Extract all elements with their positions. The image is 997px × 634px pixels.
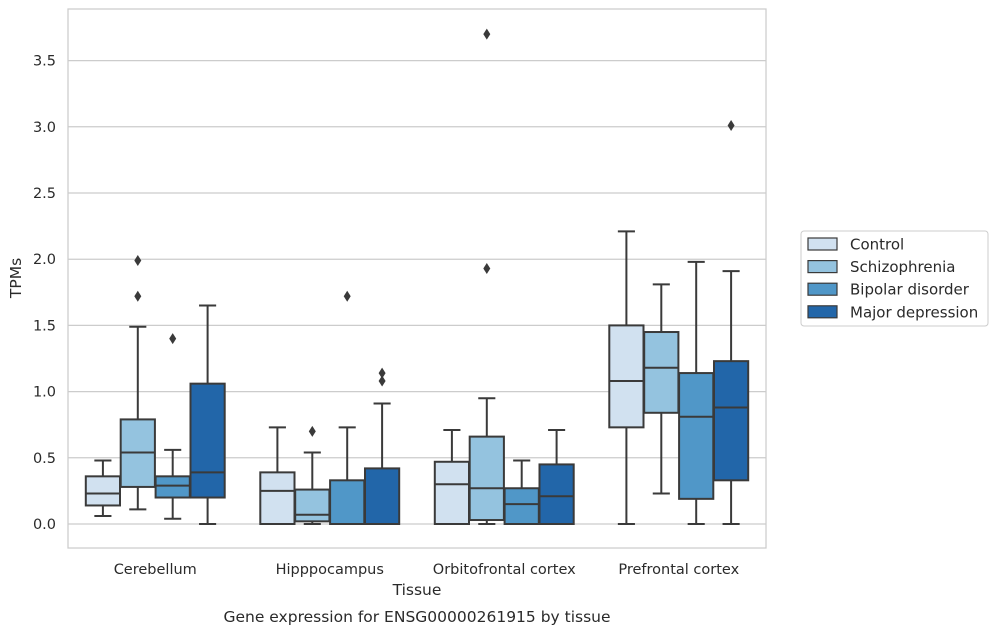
x-tick-label: Cerebellum (114, 562, 197, 578)
x-tick-label: Orbitofrontal cortex (433, 562, 576, 578)
box-iqr (189, 382, 226, 499)
box-iqr (538, 463, 575, 526)
box-bipolar-disorder (678, 260, 715, 525)
x-axis-label: Tissue (392, 581, 442, 599)
legend: Control Schizophrenia Bipolar disorder Majo… (800, 230, 989, 327)
box-major-depression (712, 119, 750, 525)
outlier-point (169, 333, 177, 345)
y-tick-label: 2.5 (33, 186, 56, 202)
y-tick-label: 3.5 (33, 54, 56, 70)
outlier-point (378, 367, 386, 379)
box-control (608, 230, 645, 525)
box-iqr (712, 360, 750, 482)
box-iqr (259, 471, 296, 526)
x-tick-labels: Cerebellum Hipppocampus Orbitofrontal cort… (114, 562, 740, 578)
y-axis-label: TPMs (7, 258, 25, 299)
legend-frame (800, 230, 989, 327)
box-iqr (84, 475, 122, 507)
legend-label: Schizophrenia (850, 258, 955, 276)
box-iqr (154, 475, 191, 499)
legend-label: Control (850, 236, 904, 254)
box-iqr (433, 460, 471, 526)
x-tick-label: Hipppocampus (276, 562, 384, 578)
y-tick-label: 1.0 (33, 385, 56, 401)
figure-caption: Gene expression for ENSG00000261915 by t… (223, 608, 610, 626)
outlier-point (727, 119, 735, 131)
y-tick-label: 3.0 (33, 120, 56, 136)
y-tick-label: 1.5 (33, 318, 56, 334)
box-schizophrenia (643, 283, 680, 495)
y-tick-labels: 0.0 0.5 1.0 1.5 2.0 2.5 3.0 3.5 (33, 54, 56, 533)
legend-swatch (807, 260, 838, 274)
box-major-depression (363, 367, 401, 525)
box-iqr (503, 487, 540, 526)
legend-label: Bipolar disorder (850, 281, 970, 299)
box-control (259, 426, 296, 526)
box-iqr (294, 488, 331, 523)
box-control (84, 459, 122, 518)
outlier-point (483, 28, 491, 40)
outlier-point (134, 255, 142, 267)
box-iqr (363, 467, 401, 525)
box-major-depression (538, 428, 575, 526)
box-major-depression (189, 304, 226, 525)
plot-frame (67, 8, 767, 549)
box-series (84, 28, 750, 526)
box-iqr (329, 479, 366, 526)
box-schizophrenia (294, 425, 331, 525)
box-control (433, 428, 471, 526)
legend-swatch (807, 237, 838, 251)
box-schizophrenia (119, 255, 156, 511)
gridlines (68, 59, 766, 525)
box-iqr (468, 435, 505, 522)
outlier-point (134, 290, 142, 302)
outlier-point (308, 425, 316, 437)
y-tick-label: 0.5 (33, 451, 56, 467)
outlier-point (343, 290, 351, 302)
box-schizophrenia (468, 28, 505, 525)
legend-label: Major depression (850, 303, 978, 321)
outlier-point (378, 375, 386, 387)
outlier-point (483, 262, 491, 274)
box-iqr (678, 372, 715, 500)
box-iqr (643, 331, 680, 414)
box-bipolar-disorder (503, 459, 540, 526)
legend-swatch (807, 282, 838, 296)
y-tick-label: 0.0 (33, 517, 56, 533)
box-bipolar-disorder (154, 333, 191, 520)
box-iqr (608, 324, 645, 429)
y-tick-label: 2.0 (33, 252, 56, 268)
legend-swatch (807, 305, 838, 319)
x-tick-label: Prefrontal cortex (618, 562, 739, 578)
